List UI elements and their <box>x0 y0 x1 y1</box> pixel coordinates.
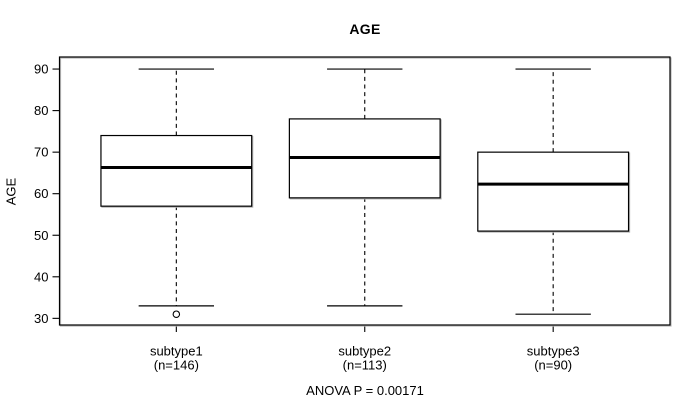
boxplot-group: subtype2(n=113) <box>288 68 441 373</box>
y-tick-label: 80 <box>34 103 48 118</box>
y-tick-label: 50 <box>34 228 48 243</box>
boxplot-group: subtype3(n=90) <box>477 68 630 373</box>
chart-title: AGE <box>349 21 381 37</box>
x-tick-label: subtype3 <box>527 344 580 359</box>
y-tick-label: 90 <box>34 62 48 77</box>
x-tick-sublabel: (n=113) <box>343 358 387 373</box>
iqr-box <box>477 151 630 232</box>
x-tick-sublabel: (n=146) <box>154 358 199 373</box>
y-tick-label: 60 <box>34 186 48 201</box>
x-tick-label: subtype2 <box>338 344 391 359</box>
y-tick-label: 70 <box>34 145 48 160</box>
x-tick-sublabel: (n=90) <box>534 358 572 373</box>
anova-annotation: ANOVA P = 0.00171 <box>306 383 424 398</box>
y-tick-label: 40 <box>34 269 48 284</box>
plot-frame <box>58 56 671 326</box>
outlier-point <box>172 310 181 318</box>
iqr-box <box>100 134 253 207</box>
boxplot-group: subtype1(n=146) <box>100 68 253 373</box>
x-tick-label: subtype1 <box>150 344 203 359</box>
y-tick-label: 30 <box>34 311 48 326</box>
